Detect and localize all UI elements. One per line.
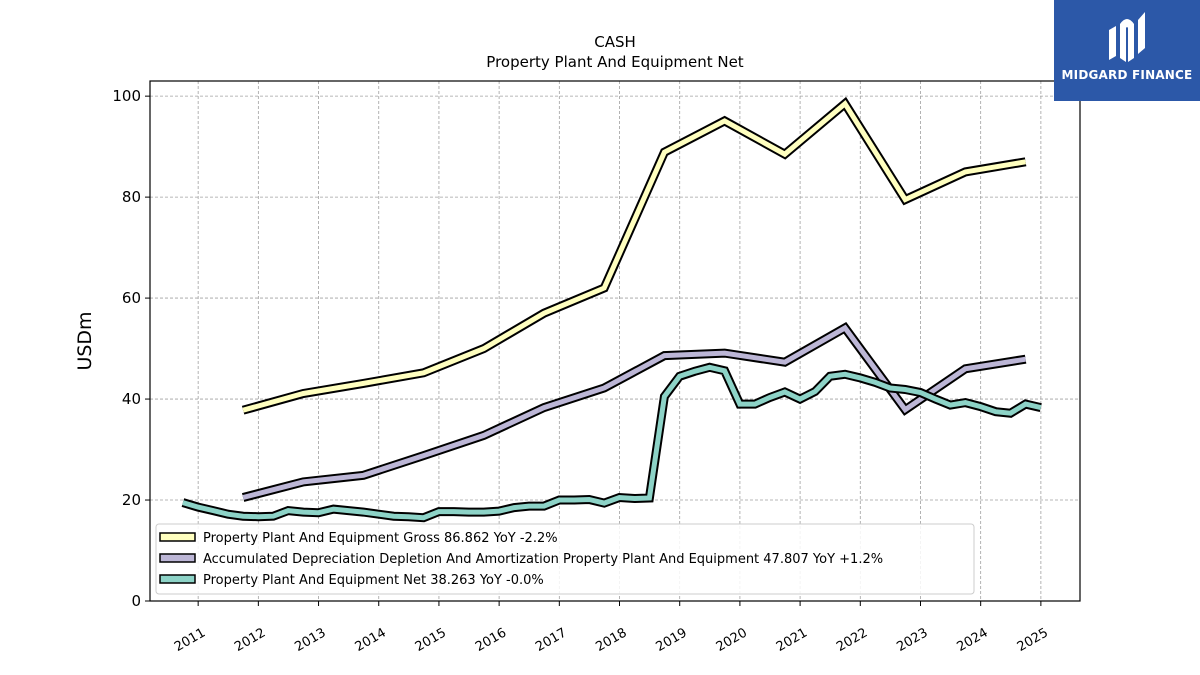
x-tick-label: 2025 <box>1015 625 1051 655</box>
legend-label: Property Plant And Equipment Gross 86.86… <box>203 531 558 546</box>
x-tick-label: 2024 <box>955 625 991 655</box>
series-line <box>242 99 1027 413</box>
brand-name: MIDGARD FINANCE <box>1061 68 1193 82</box>
x-tick-label: 2021 <box>774 625 810 655</box>
x-tick-label: 2016 <box>473 625 509 655</box>
x-tick-label: 2019 <box>654 625 690 655</box>
x-tick-label: 2014 <box>353 625 389 655</box>
legend: Property Plant And Equipment Gross 86.86… <box>155 523 975 595</box>
series-line <box>242 324 1026 500</box>
series-line-outline <box>241 96 1027 415</box>
x-tick-label: 2015 <box>413 625 449 655</box>
y-axis-label: USDm <box>74 311 96 370</box>
legend-label: Accumulated Depreciation Depletion And A… <box>203 552 883 567</box>
x-tick-label: 2018 <box>593 625 629 655</box>
legend-swatch <box>159 553 196 563</box>
legend-label: Property Plant And Equipment Net 38.263 … <box>203 573 544 588</box>
midgard-m-logo-icon <box>1109 12 1145 62</box>
series-line-outline <box>241 322 1027 502</box>
x-tick-label: 2022 <box>834 625 870 655</box>
x-tick-label: 2013 <box>292 625 328 655</box>
legend-swatch <box>159 532 196 542</box>
y-tick-label: 40 <box>122 390 141 408</box>
chart-title: CASH <box>594 33 636 51</box>
x-tick-label: 2017 <box>533 625 569 655</box>
series-lines <box>181 96 1042 523</box>
legend-swatch <box>159 574 196 584</box>
y-tick-label: 0 <box>131 592 141 610</box>
y-tick-label: 60 <box>122 289 141 307</box>
chart-subtitle: Property Plant And Equipment Net <box>486 53 743 71</box>
x-tick-label: 2011 <box>172 625 208 655</box>
y-tick-label: 20 <box>122 491 141 509</box>
x-tick-label: 2023 <box>894 625 930 655</box>
legend-box <box>155 523 975 595</box>
brand-logo: MIDGARD FINANCE <box>1054 0 1200 101</box>
grid <box>150 81 1080 602</box>
plot-frame <box>149 80 1081 602</box>
y-tick-label: 100 <box>112 87 141 105</box>
series-line <box>182 364 1042 521</box>
x-tick-label: 2020 <box>714 625 750 655</box>
x-tick-label: 2012 <box>232 625 268 655</box>
y-tick-label: 80 <box>122 188 141 206</box>
